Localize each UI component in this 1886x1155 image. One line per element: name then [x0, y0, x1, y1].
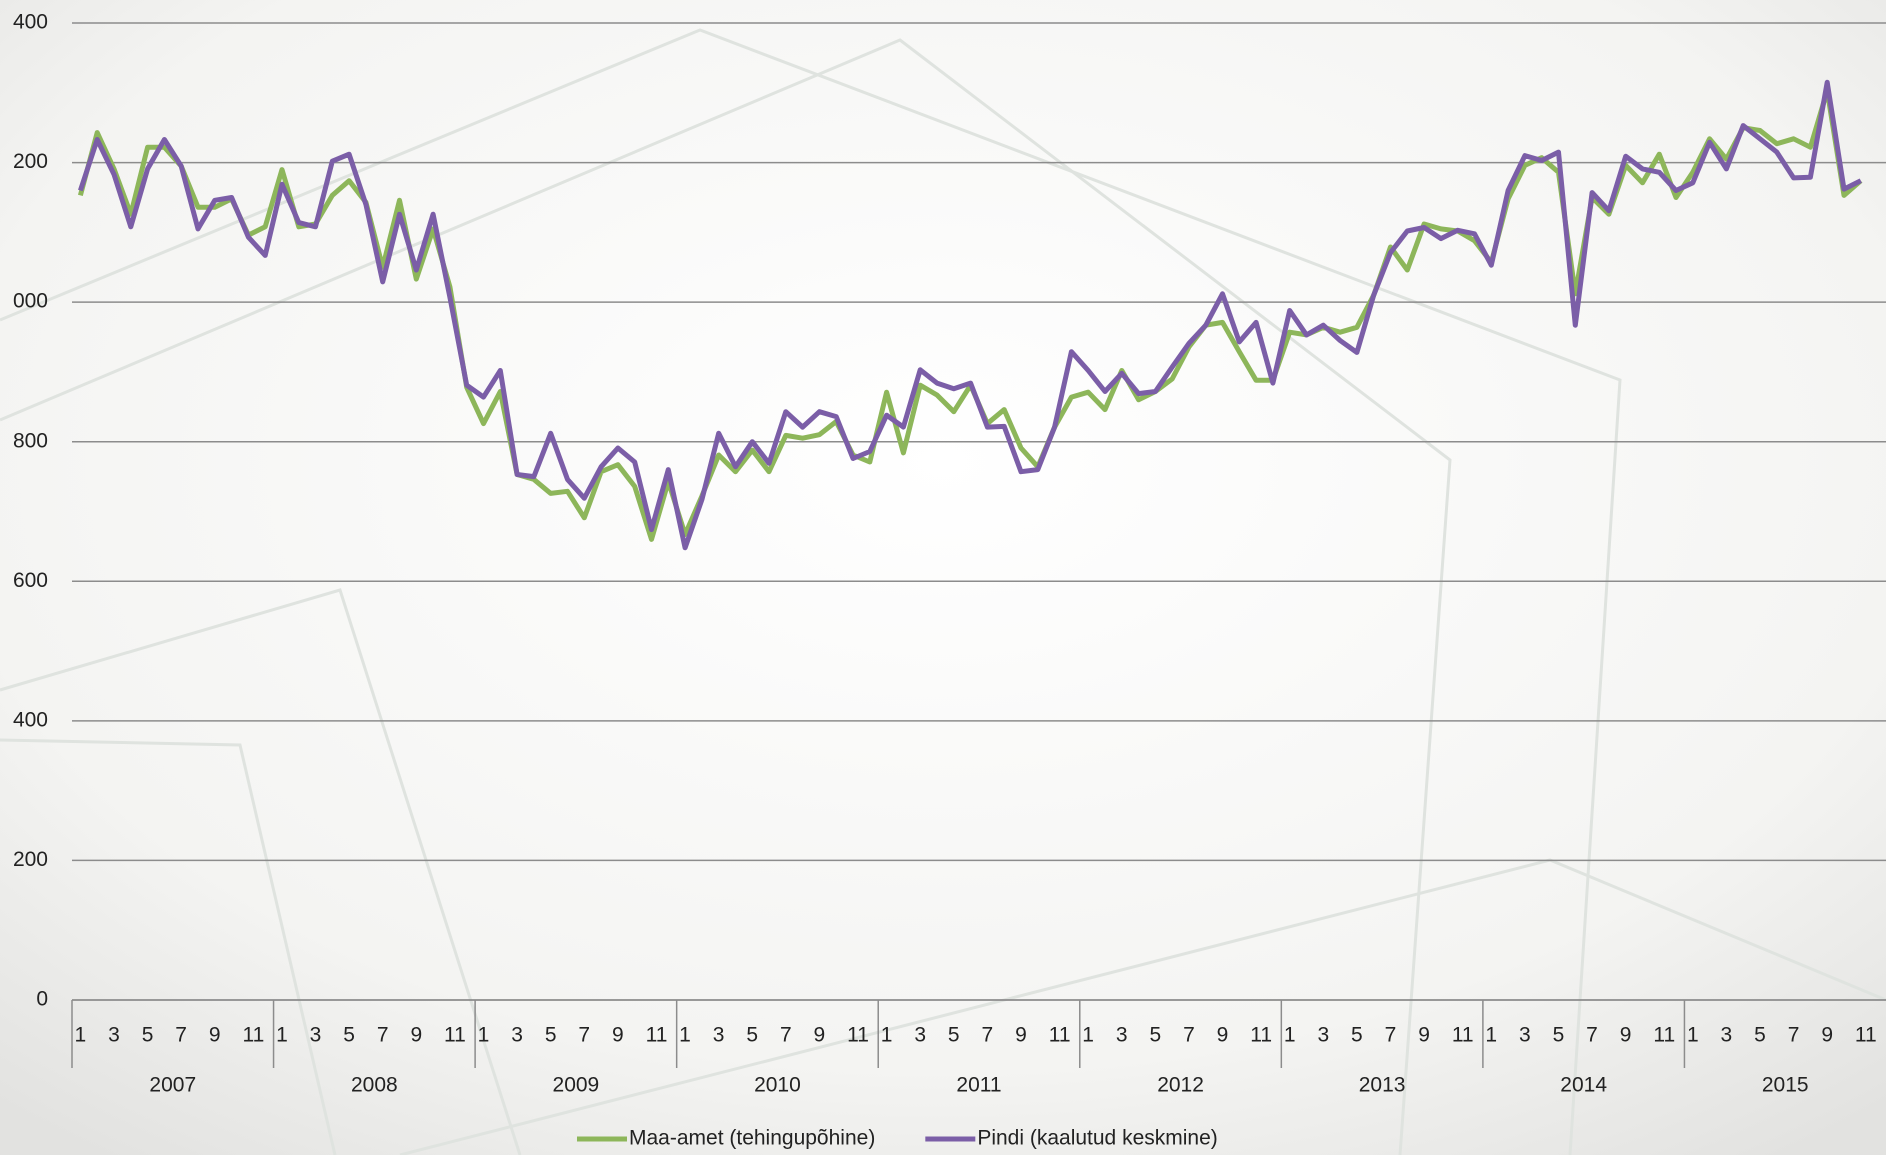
x-tick-label: 7 [175, 1024, 187, 1047]
series-line [78, 79, 1862, 551]
x-tick-label: 5 [545, 1024, 557, 1047]
x-tick-label: 9 [410, 1024, 422, 1047]
y-tick-label: 200 [13, 848, 48, 871]
x-tick-label: 11 [646, 1024, 668, 1047]
x-tick-label: 7 [1385, 1024, 1397, 1047]
x-axis: 1 3 5 7 9 11 1 3 5 7 9 11 1 3 5 7 9 11 1 3 5 7 9 11 1 3 5 7 9 11 1 3 5 7 9… [71, 999, 1886, 1097]
x-group-label: 2014 [1560, 1074, 1607, 1097]
x-group-label: 2009 [553, 1074, 600, 1097]
x-tick-label: 11 [1250, 1024, 1272, 1047]
x-tick-label: 3 [511, 1024, 523, 1047]
x-tick-label: 9 [209, 1024, 221, 1047]
x-tick-label: 11 [1049, 1024, 1071, 1047]
x-group-label: 2007 [149, 1074, 196, 1097]
x-tick-label: 9 [1015, 1024, 1027, 1047]
decoration [0, 28, 1886, 1155]
x-group-label: 2010 [754, 1074, 801, 1097]
x-tick-label: 3 [1721, 1024, 1733, 1047]
x-tick-label: 3 [713, 1024, 725, 1047]
x-group-label: 2015 [1762, 1074, 1809, 1097]
legend-label: Pindi (kaalutud keskmine) [977, 1127, 1217, 1150]
x-tick-label: 7 [1788, 1024, 1800, 1047]
x-tick-label: 1 [75, 1024, 87, 1047]
decor-curve [0, 738, 337, 1155]
x-tick-label: 3 [310, 1024, 322, 1047]
decor-curve [0, 588, 522, 1155]
x-tick-label: 11 [1452, 1024, 1474, 1047]
x-tick-label: 7 [1586, 1024, 1598, 1047]
x-group-label: 2011 [956, 1074, 1001, 1097]
x-tick-label: 11 [444, 1024, 466, 1047]
decor-curve [0, 28, 1622, 1155]
legend-label: Maa-amet (tehingupõhine) [629, 1127, 875, 1150]
x-tick-label: 9 [814, 1024, 826, 1047]
x-tick-label: 3 [108, 1024, 120, 1047]
x-tick-label: 1 [1284, 1024, 1296, 1047]
x-group-label: 2012 [1157, 1074, 1204, 1097]
x-tick-label: 3 [914, 1024, 926, 1047]
x-tick-label: 9 [1821, 1024, 1833, 1047]
x-tick-label: 5 [1149, 1024, 1161, 1047]
y-tick-label: 000 [13, 290, 48, 313]
y-tick-label: 800 [13, 429, 48, 452]
x-tick-label: 1 [881, 1024, 893, 1047]
x-tick-label: 7 [1183, 1024, 1195, 1047]
x-tick-label: 11 [242, 1024, 264, 1047]
x-tick-label: 5 [1351, 1024, 1363, 1047]
y-tick-label: 0 [36, 988, 48, 1011]
x-tick-label: 5 [948, 1024, 960, 1047]
x-tick-label: 9 [612, 1024, 624, 1047]
x-tick-label: 3 [1519, 1024, 1531, 1047]
x-tick-label: 5 [1754, 1024, 1766, 1047]
y-tick-label: 600 [13, 569, 48, 592]
x-group-label: 2008 [351, 1074, 398, 1097]
x-tick-label: 1 [1687, 1024, 1699, 1047]
x-tick-label: 5 [746, 1024, 758, 1047]
x-tick-label: 5 [343, 1024, 355, 1047]
x-tick-label: 5 [142, 1024, 154, 1047]
y-tick-label: 200 [13, 150, 48, 173]
x-tick-label: 5 [1553, 1024, 1565, 1047]
x-group-label: 2013 [1359, 1074, 1406, 1097]
x-tick-label: 9 [1217, 1024, 1229, 1047]
x-tick-label: 1 [1485, 1024, 1497, 1047]
x-tick-label: 1 [679, 1024, 691, 1047]
x-tick-label: 7 [377, 1024, 389, 1047]
y-tick-label: 400 [13, 11, 48, 34]
x-tick-label: 3 [1116, 1024, 1128, 1047]
x-tick-label: 1 [1082, 1024, 1094, 1047]
x-tick-label: 7 [578, 1024, 590, 1047]
legend: Maa-amet (tehingupõhine) Pindi (kaalutud … [577, 1127, 1218, 1150]
x-tick-label: 1 [276, 1024, 288, 1047]
x-tick-label: 7 [982, 1024, 994, 1047]
x-tick-label: 1 [478, 1024, 490, 1047]
x-tick-label: 11 [847, 1024, 869, 1047]
x-tick-label: 11 [1855, 1024, 1877, 1047]
x-tick-label: 9 [1418, 1024, 1430, 1047]
x-tick-label: 7 [780, 1024, 792, 1047]
x-tick-label: 3 [1317, 1024, 1329, 1047]
decor-curve [0, 38, 1452, 1155]
x-tick-label: 11 [1653, 1024, 1675, 1047]
x-tick-label: 9 [1620, 1024, 1632, 1047]
y-tick-label: 400 [13, 708, 48, 731]
